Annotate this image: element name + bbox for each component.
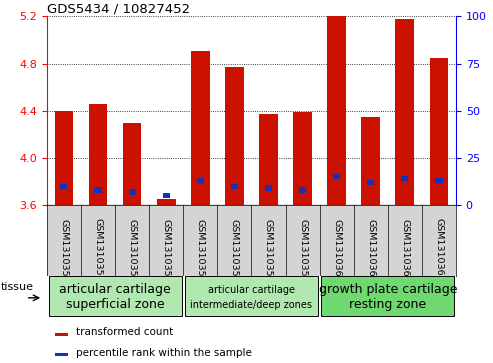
Bar <box>197 178 204 183</box>
Bar <box>293 112 312 205</box>
Bar <box>48 276 181 316</box>
Bar <box>163 193 170 198</box>
Bar <box>55 333 68 336</box>
Bar <box>55 111 73 205</box>
Text: growth plate cartilage: growth plate cartilage <box>318 284 457 296</box>
Bar <box>401 176 408 182</box>
Bar <box>129 189 136 195</box>
Bar <box>259 114 278 205</box>
Text: superficial zone: superficial zone <box>66 298 164 311</box>
Bar <box>327 16 346 205</box>
Bar <box>429 58 448 205</box>
Bar <box>367 180 374 185</box>
Bar <box>95 187 102 193</box>
Bar <box>191 50 210 205</box>
Bar <box>89 104 107 205</box>
Text: resting zone: resting zone <box>349 298 426 311</box>
Bar <box>321 276 455 316</box>
Bar <box>123 123 141 205</box>
Bar <box>395 19 414 205</box>
Text: articular cartilage: articular cartilage <box>208 285 295 295</box>
Text: tissue: tissue <box>1 282 34 292</box>
Text: intermediate/deep zones: intermediate/deep zones <box>190 299 313 310</box>
Text: GDS5434 / 10827452: GDS5434 / 10827452 <box>47 2 190 15</box>
Bar <box>361 117 380 205</box>
Bar <box>157 199 176 205</box>
Bar <box>185 276 318 316</box>
Text: percentile rank within the sample: percentile rank within the sample <box>76 347 252 358</box>
Bar <box>435 178 443 183</box>
Text: transformed count: transformed count <box>76 327 174 337</box>
Bar <box>55 353 68 356</box>
Bar <box>265 185 272 191</box>
Bar <box>225 67 244 205</box>
Bar <box>60 184 68 189</box>
Bar <box>231 184 238 189</box>
Bar <box>333 174 340 179</box>
Text: articular cartilage: articular cartilage <box>59 284 171 296</box>
Bar <box>299 187 306 193</box>
